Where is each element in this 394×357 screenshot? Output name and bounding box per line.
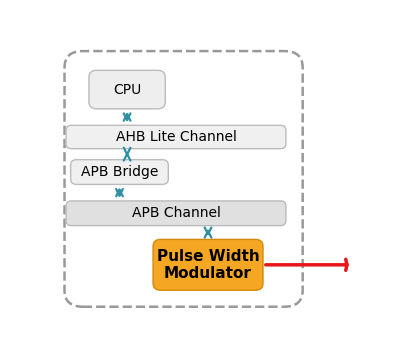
FancyBboxPatch shape: [89, 70, 165, 109]
FancyBboxPatch shape: [71, 160, 168, 185]
Text: Pulse Width
Modulator: Pulse Width Modulator: [157, 248, 259, 281]
Text: CPU: CPU: [113, 82, 141, 97]
FancyBboxPatch shape: [66, 125, 286, 149]
Text: APB Bridge: APB Bridge: [81, 165, 158, 179]
FancyBboxPatch shape: [66, 201, 286, 226]
FancyBboxPatch shape: [153, 240, 263, 290]
Text: AHB Lite Channel: AHB Lite Channel: [115, 130, 236, 144]
Text: APB Channel: APB Channel: [132, 206, 220, 220]
FancyBboxPatch shape: [65, 51, 303, 307]
